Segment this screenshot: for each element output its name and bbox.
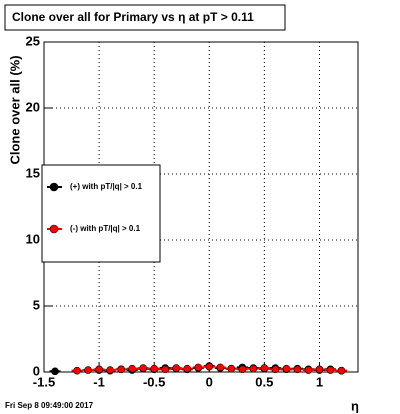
y-tick-label: 10: [26, 231, 40, 246]
point: [172, 364, 181, 372]
x-tick-label: 0.5: [255, 374, 273, 389]
point: [304, 366, 313, 374]
y-tick-label: 20: [26, 99, 40, 114]
legend-label: (-) with pT/|q| > 0.1: [70, 224, 141, 233]
point: [227, 364, 236, 373]
x-tick-label: -1: [93, 374, 105, 389]
y-tick-label: 15: [26, 165, 40, 180]
x-tick-label: 0: [206, 374, 213, 389]
chart-title: Clone over all for Primary vs η at pT > …: [12, 10, 254, 24]
footer: Fri Sep 8 09:49:00 2017: [5, 401, 94, 410]
point: [249, 364, 258, 373]
legend-marker: [49, 182, 59, 192]
point: [84, 366, 92, 374]
legend-label: (+) with pT/|q| > 0.1: [70, 182, 143, 191]
point: [293, 365, 302, 374]
x-tick-label: -1.5: [33, 374, 55, 389]
point: [106, 366, 114, 374]
point: [194, 363, 203, 372]
point: [139, 364, 147, 372]
point: [183, 364, 192, 373]
point: [117, 365, 125, 374]
point: [315, 365, 324, 374]
point: [95, 365, 103, 374]
point: [216, 363, 225, 372]
y-axis-label: Clone over all (%): [7, 55, 22, 164]
x-tick-label: 1: [316, 374, 323, 389]
point: [271, 365, 280, 374]
x-axis-label: η: [351, 398, 359, 413]
title-box: [4, 4, 286, 31]
legend-box: [41, 164, 161, 263]
y-tick-label: 25: [26, 33, 40, 48]
legend-marker: [49, 224, 59, 234]
point: [128, 364, 136, 373]
y-tick-label: 0: [33, 363, 40, 378]
x-tick-label: -0.5: [143, 374, 165, 389]
point: [161, 365, 169, 374]
point: [150, 364, 158, 373]
point: [205, 362, 214, 371]
point: [260, 364, 269, 372]
point: [238, 365, 247, 374]
point: [337, 366, 346, 375]
point: [282, 364, 291, 373]
point: [73, 366, 81, 375]
point: [51, 367, 59, 376]
point: [326, 366, 335, 374]
y-tick-label: 5: [33, 297, 40, 312]
